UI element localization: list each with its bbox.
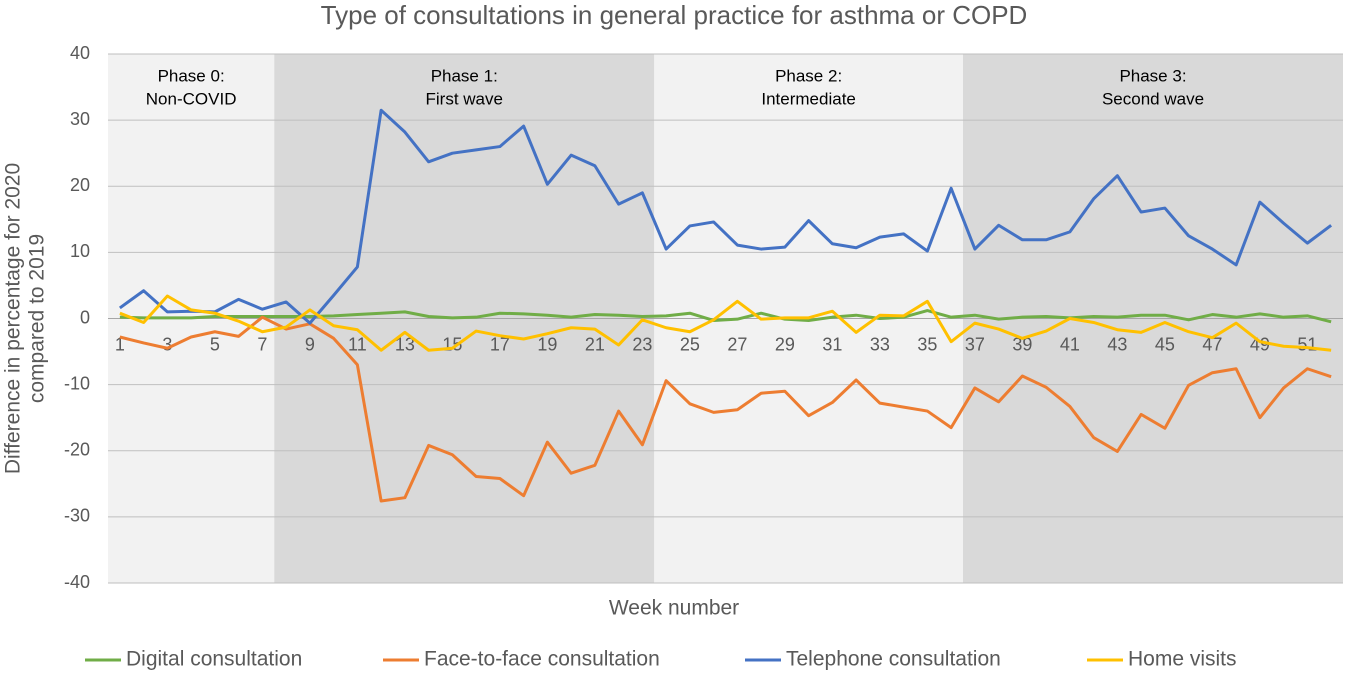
y-tick-label: -40 <box>64 572 90 592</box>
x-tick-label: 29 <box>775 334 795 354</box>
x-tick-label: 31 <box>822 334 842 354</box>
legend-label: Face-to-face consultation <box>424 648 660 671</box>
y-tick-label: -20 <box>64 440 90 460</box>
legend-label: Digital consultation <box>126 648 302 671</box>
x-tick-label: 39 <box>1012 334 1032 354</box>
x-tick-label: 5 <box>210 334 220 354</box>
x-tick-label: 41 <box>1060 334 1080 354</box>
phase-label: Phase 3: <box>1119 66 1186 85</box>
y-tick-label: 40 <box>70 43 90 63</box>
x-tick-label: 7 <box>257 334 267 354</box>
x-tick-label: 25 <box>680 334 700 354</box>
x-tick-label: 37 <box>965 334 985 354</box>
x-tick-label: 43 <box>1107 334 1127 354</box>
legend-label: Home visits <box>1128 648 1237 671</box>
x-tick-label: 33 <box>870 334 890 354</box>
x-tick-label: 1 <box>115 334 125 354</box>
y-axis-label: compared to 2019 <box>26 234 49 403</box>
x-tick-label: 27 <box>727 334 747 354</box>
y-tick-label: 10 <box>70 241 90 261</box>
y-tick-label: -30 <box>64 506 90 526</box>
x-tick-label: 9 <box>305 334 315 354</box>
y-tick-label: 20 <box>70 175 90 195</box>
series-line <box>118 108 1333 325</box>
phase-label: Non-COVID <box>146 89 237 108</box>
x-tick-label: 35 <box>917 334 937 354</box>
y-tick-label: 30 <box>70 109 90 129</box>
phase-label: First wave <box>426 89 503 108</box>
phase-label: Second wave <box>1102 89 1204 108</box>
x-tick-label: 23 <box>632 334 652 354</box>
phase-label: Phase 0: <box>158 66 225 85</box>
x-tick-label: 19 <box>537 334 557 354</box>
x-tick-label: 51 <box>1297 334 1317 354</box>
x-tick-label: 13 <box>395 334 415 354</box>
phase-label: Phase 1: <box>431 66 498 85</box>
x-tick-label: 45 <box>1155 334 1175 354</box>
x-tick-label: 11 <box>348 334 367 354</box>
phase-label: Intermediate <box>761 89 856 108</box>
y-tick-label: 0 <box>80 307 90 327</box>
x-axis-label: Week number <box>609 597 739 620</box>
series-line <box>119 315 1332 503</box>
y-axis-label: Difference in percentage for 2020 <box>2 163 25 474</box>
chart-title: Type of consultations in general practic… <box>321 0 1028 30</box>
y-tick-label: -10 <box>64 373 90 393</box>
phase-label: Phase 2: <box>775 66 842 85</box>
x-tick-label: 17 <box>490 334 510 354</box>
legend-label: Telephone consultation <box>786 648 1001 671</box>
x-tick-label: 47 <box>1202 334 1222 354</box>
x-tick-label: 21 <box>585 334 605 354</box>
series-line <box>119 294 1332 352</box>
x-tick-label: 3 <box>162 334 172 354</box>
